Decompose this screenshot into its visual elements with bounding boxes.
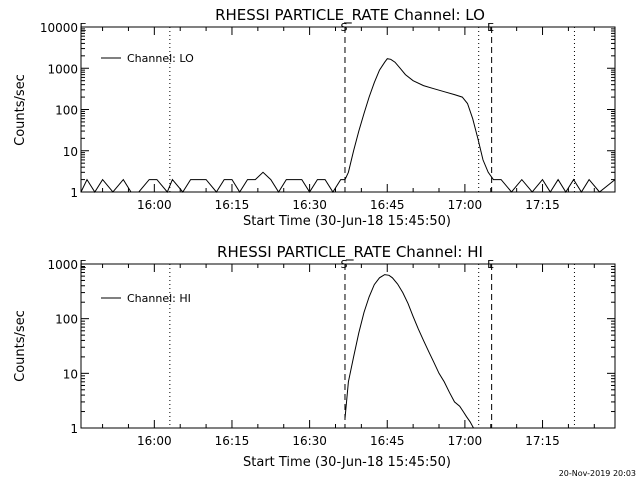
footer-timestamp: 20-Nov-2019 20:03: [559, 469, 636, 478]
y-tick-label: 100: [55, 313, 78, 327]
y-tick-label: 1000: [47, 258, 78, 272]
chart-title: RHESSI PARTICLE_RATE Channel: HI: [217, 243, 483, 262]
x-tick-label: 16:45: [370, 198, 405, 212]
y-tick-label: 1000: [47, 62, 78, 76]
y-axis-label: Counts/sec: [13, 310, 28, 382]
x-ticks: 16:00 16:15 16:30 16:45 17:00 17:15: [102, 27, 595, 212]
legend-entry: Channel: HI: [127, 292, 191, 305]
marker-label: S: [340, 258, 347, 271]
panel-hi: RHESSI PARTICLE_RATE Channel: HI 1101001…: [13, 243, 616, 470]
x-axis-label: Start Time (30-Jun-18 15:45:50): [243, 455, 451, 470]
x-tick-label: 17:15: [525, 434, 560, 448]
plot-frame: [80, 263, 616, 429]
chart-title: RHESSI PARTICLE_RATE Channel: LO: [215, 6, 485, 25]
y-tick-label: 100: [55, 104, 78, 118]
x-tick-label: 16:30: [292, 198, 327, 212]
corner-marker-label: E: [80, 21, 87, 34]
legend: Channel: HI: [101, 292, 191, 305]
y-tick-label: 1: [70, 422, 78, 436]
panel-lo: RHESSI PARTICLE_RATE Channel: LO 1101001…: [13, 6, 616, 229]
x-tick-label: 16:30: [292, 434, 327, 448]
x-tick-label: 16:00: [137, 434, 172, 448]
x-tick-label: 16:15: [215, 198, 250, 212]
x-tick-label: 16:45: [370, 434, 405, 448]
x-tick-label: 17:00: [448, 434, 483, 448]
series: [80, 58, 616, 193]
x-tick-label: 17:00: [448, 198, 483, 212]
marker-label: E: [487, 21, 494, 34]
x-ticks: 16:00 16:15 16:30 16:45 17:00 17:15: [102, 264, 595, 448]
y-axis-label: Counts/sec: [13, 74, 28, 146]
x-tick-label: 16:15: [215, 434, 250, 448]
y-tick-label: 10: [63, 367, 78, 381]
y-tick-label: 1: [70, 186, 78, 200]
y-tick-label: 10000: [40, 21, 78, 35]
corner-marker-label: E: [80, 258, 87, 271]
y-ticks: 1 10 100 1000 10000: [40, 21, 615, 200]
y-tick-label: 10: [63, 145, 78, 159]
series: [344, 274, 474, 429]
marker-label: E: [487, 258, 494, 271]
series-line-lo: [80, 58, 616, 193]
legend-entry: Channel: LO: [127, 52, 194, 65]
marker-label: S: [340, 21, 347, 34]
x-tick-label: 17:15: [525, 198, 560, 212]
x-axis-label: Start Time (30-Jun-18 15:45:50): [243, 214, 451, 229]
y-ticks: 1 10 100 1000: [47, 258, 615, 436]
x-tick-label: 16:00: [137, 198, 172, 212]
legend: Channel: LO: [101, 52, 194, 65]
series-line-hi: [344, 274, 474, 429]
